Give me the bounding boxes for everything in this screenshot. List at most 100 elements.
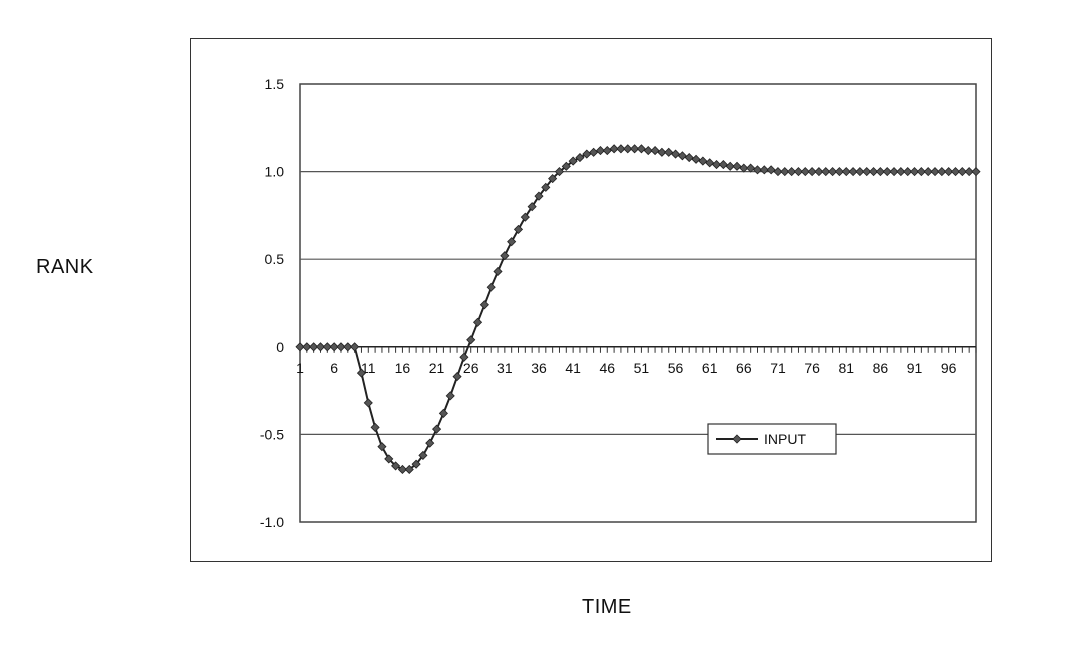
data-point: [425, 438, 435, 448]
data-point: [568, 156, 578, 166]
data-point: [909, 167, 920, 177]
data-point: [575, 153, 585, 163]
data-point: [302, 342, 312, 352]
data-point: [691, 154, 701, 164]
data-point: [363, 398, 373, 408]
data-point: [930, 167, 940, 177]
data-point: [582, 149, 592, 159]
data-point: [309, 342, 319, 352]
data-point: [356, 368, 367, 378]
x-tick-label: 96: [941, 360, 957, 376]
data-point: [964, 167, 974, 177]
data-point: [889, 167, 899, 177]
data-point: [650, 146, 660, 156]
data-point: [431, 424, 442, 434]
data-point: [404, 464, 414, 475]
data-point: [711, 160, 722, 170]
data-point: [350, 342, 360, 352]
data-point: [896, 167, 906, 177]
data-point: [377, 442, 387, 452]
data-point: [561, 161, 571, 171]
data-point: [828, 167, 838, 177]
data-point: [677, 151, 687, 161]
data-point: [602, 146, 612, 156]
data-point: [698, 156, 708, 166]
x-tick-label: 56: [668, 360, 684, 376]
data-point: [759, 165, 769, 175]
data-point: [595, 146, 606, 156]
data-point: [336, 342, 346, 352]
data-point: [670, 149, 681, 159]
data-point: [636, 144, 646, 154]
y-tick-label: 0.5: [265, 251, 285, 267]
data-point: [800, 167, 810, 177]
legend-label: INPUT: [764, 431, 806, 447]
y-axis-label: RANK: [36, 256, 94, 278]
data-point: [295, 342, 305, 352]
data-point: [322, 342, 332, 352]
data-point: [438, 408, 448, 418]
y-tick-label: 1.0: [265, 164, 285, 180]
data-point: [841, 167, 851, 177]
x-tick-label: 46: [599, 360, 615, 376]
x-tick-label: 61: [702, 360, 718, 376]
data-point: [718, 160, 728, 170]
x-tick-label: 16: [395, 360, 411, 376]
data-point: [848, 167, 858, 177]
data-point: [875, 167, 885, 177]
data-point: [937, 167, 947, 177]
legend-marker: [732, 434, 742, 444]
data-point: [418, 450, 428, 460]
data-point: [616, 144, 626, 154]
data-point: [923, 167, 933, 177]
data-point: [391, 461, 401, 471]
data-point: [507, 237, 517, 247]
data-point: [950, 167, 961, 177]
data-point: [520, 212, 530, 222]
x-tick-label: 76: [804, 360, 820, 376]
data-point: [821, 167, 831, 177]
data-point: [834, 167, 845, 177]
y-tick-label: 1.5: [265, 76, 285, 92]
x-tick-label: 41: [565, 360, 581, 376]
y-tick-label: -0.5: [260, 426, 284, 442]
data-point: [609, 144, 619, 154]
x-tick-label: 21: [429, 360, 445, 376]
data-point: [725, 161, 735, 171]
y-tick-label: -1.0: [260, 514, 284, 530]
x-tick-label: 81: [838, 360, 854, 376]
data-point: [527, 202, 537, 212]
x-tick-label: 71: [770, 360, 786, 376]
data-point: [780, 167, 790, 177]
data-point: [814, 167, 824, 177]
data-point: [452, 372, 462, 382]
x-tick-label: 36: [531, 360, 547, 376]
x-tick-label: 91: [907, 360, 923, 376]
data-point: [479, 300, 489, 310]
x-tick-label: 31: [497, 360, 513, 376]
plot-area: [299, 83, 977, 523]
data-point: [397, 464, 407, 475]
data-point: [548, 174, 558, 184]
data-point: [445, 391, 455, 401]
data-point: [944, 167, 954, 177]
data-point: [657, 147, 667, 157]
x-tick-label: 51: [634, 360, 650, 376]
data-point: [459, 352, 469, 362]
data-point: [916, 167, 926, 177]
data-point: [370, 422, 380, 432]
x-tick-label: 6: [330, 360, 338, 376]
data-point: [411, 459, 421, 469]
data-point: [739, 163, 749, 173]
data-point: [903, 167, 913, 177]
data-point: [384, 454, 394, 464]
data-point: [752, 165, 763, 175]
data-point: [787, 167, 797, 177]
data-point: [472, 317, 483, 327]
data-point: [554, 167, 565, 177]
data-point: [882, 167, 892, 177]
chart-frame: [190, 38, 992, 562]
data-point: [486, 282, 496, 292]
x-tick-label: 1: [296, 360, 304, 376]
